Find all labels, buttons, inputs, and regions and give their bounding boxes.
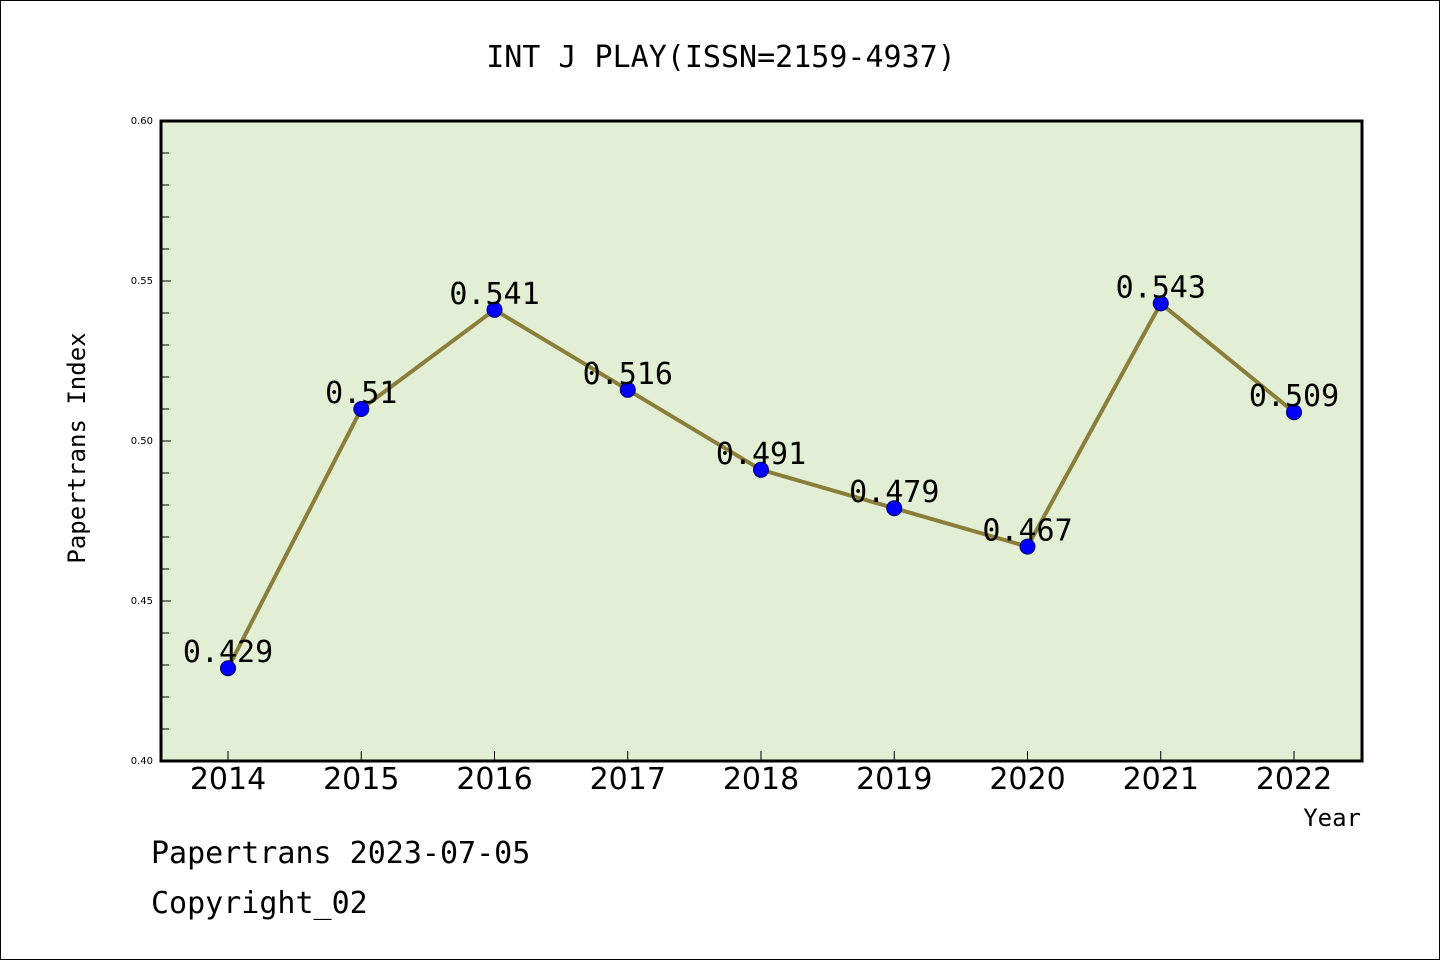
data-point xyxy=(1019,538,1036,555)
y-tick-label: 0.50 xyxy=(131,436,153,447)
x-tick-label: 2017 xyxy=(590,762,666,797)
footer-date: Papertrans 2023-07-05 xyxy=(151,836,531,871)
chart-title: INT J PLAY(ISSN=2159-4937) xyxy=(486,40,956,75)
plot-area xyxy=(161,121,1362,761)
data-label: 0.491 xyxy=(716,437,806,472)
data-label: 0.429 xyxy=(183,635,273,670)
y-tick-label: 0.45 xyxy=(131,596,153,607)
data-point xyxy=(886,500,903,517)
data-point xyxy=(220,660,236,677)
x-axis-title: Year xyxy=(1303,804,1361,832)
data-point xyxy=(486,301,503,318)
data-point xyxy=(353,401,370,417)
x-tick-label: 2015 xyxy=(323,762,399,797)
x-tick-label: 2022 xyxy=(1256,762,1332,797)
data-label: 0.541 xyxy=(449,277,539,312)
data-point xyxy=(753,461,769,478)
x-tick-label: 2014 xyxy=(190,762,266,797)
footer-copyright: Copyright_02 xyxy=(151,886,368,921)
data-point xyxy=(1152,295,1169,312)
series-layer: 0.429 0.51 0.541 0.516 0.491 0.479 0.467 0.543 0… xyxy=(183,270,1339,677)
data-label: 0.509 xyxy=(1249,379,1339,414)
x-tick-label: 2016 xyxy=(456,762,532,797)
y-axis-title: Papertrans Index xyxy=(63,332,91,563)
data-label: 0.516 xyxy=(583,357,673,392)
data-label: 0.543 xyxy=(1116,270,1206,305)
x-tick-label: 2020 xyxy=(989,762,1065,797)
data-point xyxy=(619,381,636,398)
x-tick-label: 2019 xyxy=(856,762,932,797)
data-label: 0.467 xyxy=(982,514,1072,549)
data-label: 0.479 xyxy=(849,475,939,510)
y-tick-label: 0.60 xyxy=(131,116,153,127)
plot-border xyxy=(159,119,1364,763)
data-point xyxy=(1286,404,1302,421)
x-tick-label: 2018 xyxy=(723,762,799,797)
x-axis: 2014 2015 2016 2017 2018 2019 2020 2021 2022 xyxy=(190,751,1332,797)
y-tick-label: 0.40 xyxy=(131,756,153,767)
y-tick-label: 0.55 xyxy=(131,276,153,287)
data-label: 0.51 xyxy=(325,376,397,411)
x-tick-label: 2021 xyxy=(1123,762,1199,797)
